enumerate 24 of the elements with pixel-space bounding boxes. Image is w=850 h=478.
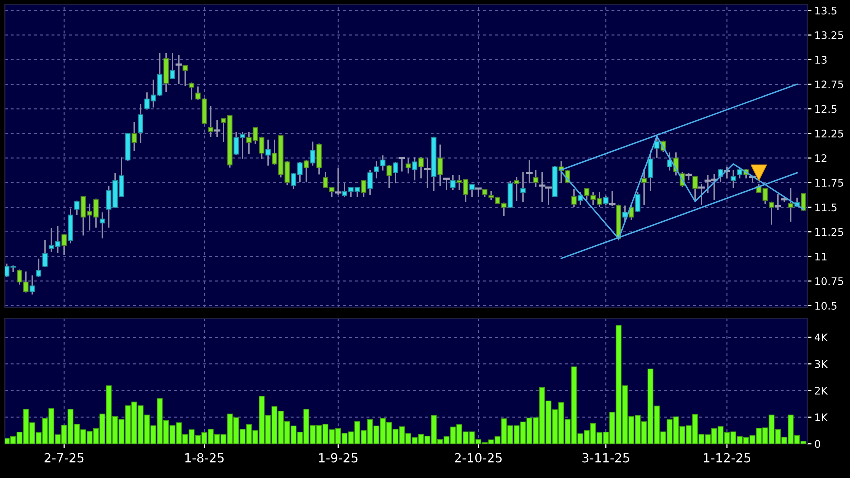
y-tick-label: 13.5	[816, 6, 837, 15]
y-tick-label: 13.25	[816, 32, 844, 40]
y-tick-label: 12.75	[816, 80, 844, 89]
x-tick-label: 3-11-25	[582, 453, 630, 463]
x-tick-label: 2-7-25	[44, 453, 84, 463]
y-tick-label: 3K	[815, 360, 828, 368]
y-tick-label: 11.75	[816, 179, 844, 187]
y-tick-label: 10.5	[816, 302, 837, 310]
y-tick-label: 12.5	[816, 105, 837, 114]
y-tick-label: 2K	[815, 386, 828, 395]
y-tick-label: 12.25	[816, 130, 844, 138]
x-tick-label: 1-8-25	[186, 453, 224, 463]
y-tick-label: 1K	[816, 414, 828, 422]
x-tick-label: 1-12-25	[704, 453, 750, 463]
y-tick-label: 0	[815, 440, 820, 448]
y-tick-label: 10.75	[816, 277, 844, 286]
y-tick-label: 11	[816, 253, 827, 261]
y-tick-label: 13	[816, 56, 827, 64]
y-tick-label: 12	[816, 154, 827, 162]
y-tick-label: 11.25	[816, 228, 844, 236]
y-tick-label: 4K	[814, 334, 828, 342]
x-tick-label: 1-9-25	[319, 453, 358, 463]
y-tick-label: 11.5	[816, 204, 837, 212]
x-tick-label: 2-10-25	[455, 453, 502, 463]
